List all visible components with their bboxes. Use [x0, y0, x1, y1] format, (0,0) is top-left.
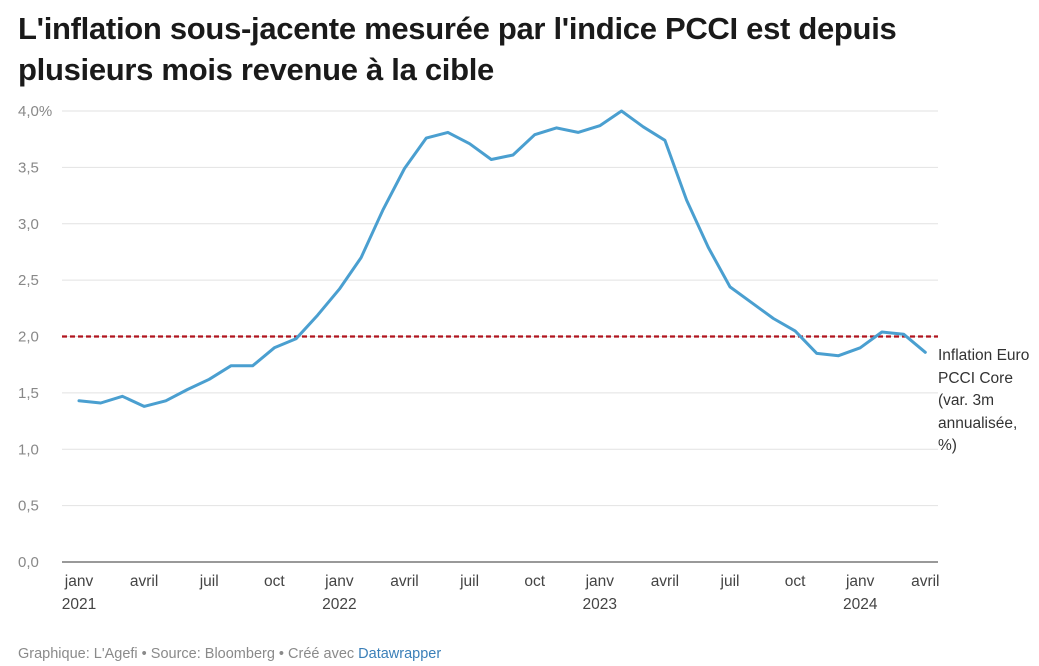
data-point	[619, 108, 625, 114]
data-point	[553, 125, 559, 131]
x-tick-label: juil	[459, 573, 479, 590]
x-tick-label: avril	[390, 573, 418, 590]
data-point	[98, 400, 104, 406]
data-point	[336, 286, 342, 292]
data-point	[901, 331, 907, 337]
data-point	[922, 349, 928, 355]
data-point	[315, 312, 321, 318]
data-point	[163, 398, 169, 404]
series-group	[76, 108, 928, 409]
datawrapper-link[interactable]: Datawrapper	[358, 646, 442, 662]
y-tick-label: 2,0	[18, 329, 39, 346]
data-point	[662, 137, 668, 143]
series-line	[77, 109, 927, 408]
x-tick-label: janv	[585, 573, 615, 590]
x-tick-year: 2021	[62, 596, 96, 613]
y-tick-label: 0,0	[18, 554, 39, 571]
data-point	[684, 197, 690, 203]
data-point	[423, 135, 429, 141]
series-label: Inflation Euro PCCI Core (var. 3m annual…	[938, 347, 1030, 454]
data-point	[814, 350, 820, 356]
y-tick-label: 2,5	[18, 272, 39, 289]
data-point	[228, 363, 234, 369]
data-point	[857, 345, 863, 351]
data-point	[640, 124, 646, 130]
data-point	[836, 353, 842, 359]
data-point	[206, 376, 212, 382]
y-axis-ticks: 4,0% 3,5 3,0 2,5 2,0 1,5 1,0 0,5 0,0	[18, 103, 52, 571]
y-tick-label: 3,5	[18, 159, 39, 176]
y-tick-label: 3,0	[18, 216, 39, 233]
data-point	[879, 329, 885, 335]
data-point	[770, 315, 776, 321]
x-tick-label: janv	[64, 573, 94, 590]
data-point	[488, 156, 494, 162]
x-tick-label: avril	[130, 573, 158, 590]
data-point	[705, 244, 711, 250]
data-point	[293, 336, 299, 342]
data-point	[402, 166, 408, 172]
x-tick-label: avril	[651, 573, 679, 590]
data-point	[141, 403, 147, 409]
x-tick-label: janv	[845, 573, 875, 590]
data-point	[749, 300, 755, 306]
data-point	[358, 255, 364, 261]
data-point	[532, 132, 538, 138]
data-point	[510, 152, 516, 158]
y-tick-label: 4,0%	[18, 103, 52, 120]
y-tick-label: 1,0	[18, 441, 39, 458]
x-tick-label: oct	[264, 573, 285, 590]
x-axis-ticks: janv 2021 avril juil oct janv 2022 avril juil oct…	[62, 573, 940, 613]
footer: Graphique: L'Agefi • Source: Bloomberg •…	[18, 646, 441, 662]
footer-credits: Graphique: L'Agefi • Source: Bloomberg •…	[18, 646, 359, 662]
x-tick-year: 2023	[583, 596, 617, 613]
line-chart: 4,0% 3,5 3,0 2,5 2,0 1,5 1,0 0,5 0,0 janv 2021 avr…	[18, 103, 940, 613]
data-point	[380, 207, 386, 213]
x-tick-year: 2024	[843, 596, 878, 613]
data-point	[727, 284, 733, 290]
x-tick-label: oct	[785, 573, 806, 590]
x-tick-year: 2022	[322, 596, 356, 613]
data-point	[597, 123, 603, 129]
x-tick-label: avril	[911, 573, 939, 590]
data-point	[250, 363, 256, 369]
y-tick-label: 1,5	[18, 385, 39, 402]
data-point	[467, 141, 473, 147]
data-point	[792, 328, 798, 334]
y-tick-label: 0,5	[18, 498, 39, 515]
data-point	[76, 398, 82, 404]
data-point	[185, 386, 191, 392]
x-tick-label: juil	[199, 573, 219, 590]
chart-title: L'inflation sous-jacente mesurée par l'i…	[18, 11, 897, 87]
data-point	[445, 129, 451, 135]
x-tick-label: juil	[720, 573, 740, 590]
data-point	[575, 129, 581, 135]
x-tick-label: janv	[324, 573, 354, 590]
x-tick-label: oct	[524, 573, 545, 590]
data-point	[119, 393, 125, 399]
data-point	[271, 345, 277, 351]
